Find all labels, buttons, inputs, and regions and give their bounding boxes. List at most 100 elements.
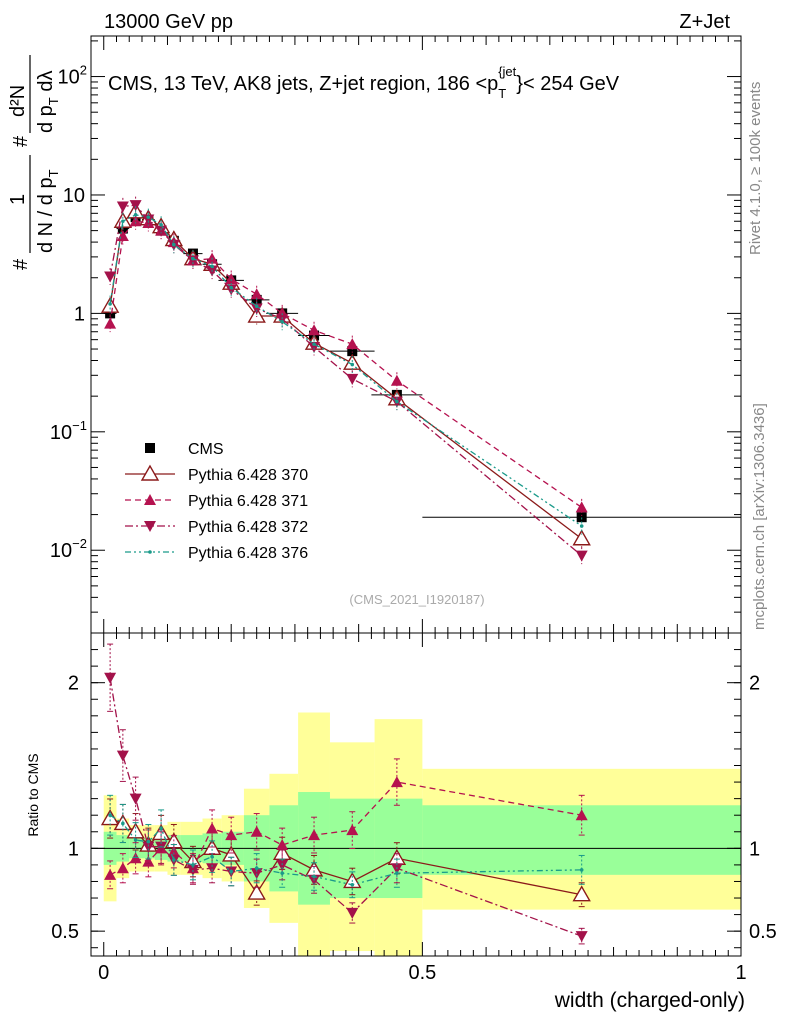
ratio-series	[100, 643, 591, 945]
main-point-py372	[142, 214, 155, 226]
ratio-ylabel: Ratio to CMS	[25, 753, 41, 836]
main-point-cms	[105, 308, 116, 319]
ylabel-denom: d N / d pT	[35, 169, 61, 253]
main-point-py371	[346, 338, 359, 350]
rivet-label: Rivet 4.1.0, ≥ 100k events	[747, 82, 764, 255]
plot-title: CMS, 13 TeV, AK8 jets, Z+jet region, 186…	[108, 64, 620, 101]
xaxis-label: width (charged-only)	[554, 989, 745, 1012]
main-point-py376	[172, 242, 176, 247]
main-point-py371	[250, 288, 263, 300]
ratio-point-py376	[121, 821, 125, 826]
main-point-cms	[576, 512, 587, 523]
main-point-py376	[210, 264, 214, 269]
ylabel-hash-2: #	[10, 135, 32, 147]
ratio-point-py370	[221, 845, 241, 862]
ylabel-one: 1	[7, 194, 29, 205]
legend-marker-py372	[144, 521, 156, 532]
main-point-py376	[579, 524, 584, 528]
main-point-py370	[572, 529, 591, 546]
ratio-point-py372	[142, 841, 155, 853]
ratio-ticks: 0.5 0.51 12 20 0.5 1	[51, 633, 777, 984]
main-point-py376	[312, 342, 316, 346]
ratio-series-py372	[104, 643, 588, 945]
main-point-py371	[575, 501, 588, 513]
ratio-ytick-label: 0.5	[51, 921, 79, 943]
ratio-point-py371	[390, 776, 403, 788]
main-ytick-label: 10	[63, 185, 85, 207]
main-point-py376	[108, 302, 112, 306]
legend-label-cms: CMS	[188, 441, 224, 458]
legend-label-py370: Pythia 6.428 370	[188, 467, 308, 484]
ratio-point-py376	[280, 871, 284, 875]
ratio-point-py376	[146, 839, 151, 844]
ratio-point-py372	[129, 793, 142, 805]
main-point-py376	[395, 399, 399, 404]
main-point-py376	[191, 256, 195, 261]
ratio-series-py371	[104, 758, 588, 890]
ylabel-hash-1: #	[10, 258, 32, 270]
main-ticks: 10−2 10−1 1 10 102	[50, 36, 742, 634]
legend-label-py372: Pythia 6.428 372	[188, 519, 308, 536]
main-point-py372	[104, 271, 117, 283]
ratio-point-py376	[159, 826, 163, 831]
main-ytick-label: 1	[74, 303, 85, 325]
mcplots-label: mcplots.cern.ch [arXiv:1306.3436]	[751, 403, 768, 630]
ratio-point-py371	[575, 809, 588, 821]
legend-entry-cms: CMS	[145, 441, 224, 458]
legend-entry-py371: Pythia 6.428 371	[125, 493, 308, 510]
ratio-ytick-label-right: 0.5	[749, 921, 777, 943]
ratio-point-py376	[172, 858, 176, 862]
ratio-point-py376	[395, 871, 399, 875]
ratio-point-py371	[104, 868, 117, 880]
main-point-py370	[247, 306, 266, 323]
legend-entry-py376: Pythia 6.428 376	[125, 545, 308, 562]
header-right: Z+Jet	[679, 11, 730, 33]
legend: CMS Pythia 6.428 370 Pythia 6.428 371 Pythi…	[125, 441, 308, 562]
legend-label-py371: Pythia 6.428 371	[188, 493, 308, 510]
header-left: 13000 GeV pp	[104, 11, 233, 33]
ratio-point-py371	[167, 845, 180, 857]
legend-marker-py371	[144, 494, 156, 505]
ratio-point-py376	[579, 868, 584, 872]
main-point-py371	[390, 374, 403, 386]
main-point-py372	[575, 550, 588, 562]
ratio-ytick-label-right: 1	[749, 838, 760, 860]
main-point-py372	[155, 225, 168, 237]
ratio-plot-axes	[90, 632, 742, 957]
ratio-ytick-label: 1	[68, 838, 79, 860]
ratio-point-py371	[250, 825, 263, 837]
ratio-ytick-label: 2	[68, 673, 79, 695]
ratio-point-py372	[104, 672, 117, 684]
ratio-point-py372	[346, 907, 359, 919]
ratio-line-py376	[109, 814, 582, 886]
main-point-py372	[308, 342, 321, 354]
legend-marker-py376	[148, 550, 152, 554]
main-point-py376	[133, 213, 138, 217]
main-line-py371	[109, 220, 583, 508]
main-point-cms	[347, 346, 358, 357]
ratio-point-py376	[133, 838, 138, 842]
main-point-py376	[254, 304, 259, 309]
main-ylabel: # 1 d N / d pT # d²N d pT dλ	[7, 55, 61, 270]
ratio-bands	[91, 712, 741, 956]
main-point-py376	[229, 285, 233, 290]
main-point-py372	[116, 201, 129, 213]
ratio-point-py372	[116, 750, 129, 762]
main-ytick-label: 10−2	[50, 536, 87, 562]
main-point-py376	[159, 222, 163, 227]
ratio-point-py376	[350, 882, 355, 887]
main-point-py371	[308, 324, 321, 336]
ratio-point-py370	[247, 883, 266, 900]
ratio-point-py372	[575, 931, 588, 943]
ratio-ytick-label-right: 2	[749, 673, 760, 695]
ratio-point-py371	[308, 829, 321, 841]
main-point-py376	[146, 215, 151, 219]
main-point-py372	[250, 303, 263, 315]
main-point-cms	[251, 294, 262, 305]
legend-marker-py370	[140, 464, 160, 481]
ratio-point-py376	[254, 866, 259, 871]
main-point-py376	[350, 362, 355, 367]
ratio-point-py371	[346, 824, 359, 836]
main-point-py372	[276, 313, 289, 325]
ratio-series-py376	[107, 794, 585, 899]
